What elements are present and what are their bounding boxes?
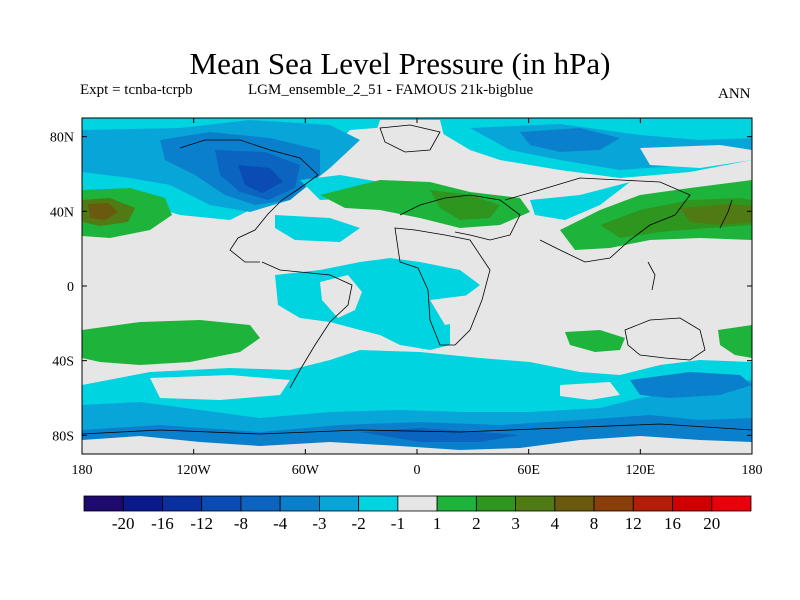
colorbar-label: 4 — [551, 514, 560, 533]
colorbar-label: 3 — [511, 514, 520, 533]
colorbar-label: -3 — [312, 514, 326, 533]
tasman-green — [718, 325, 752, 358]
colorbar-label: -12 — [190, 514, 213, 533]
africa-neutral-gap — [430, 295, 490, 325]
lat-label: 40N — [50, 205, 74, 220]
lon-label: 120E — [626, 463, 656, 478]
lat-label: 80N — [50, 131, 74, 146]
colorbar-swatch — [711, 495, 752, 512]
southern-ocean-neutral-mid — [560, 382, 620, 400]
colorbar-label: -4 — [273, 514, 288, 533]
map-title: Mean Sea Level Pressure (in hPa) — [189, 46, 611, 81]
lon-label: 0 — [414, 463, 421, 478]
japan-olive — [680, 204, 752, 225]
lat-label: 0 — [67, 280, 74, 295]
colorbar-swatch — [397, 495, 438, 512]
pacific-brown-west — [88, 203, 118, 220]
colorbar — [83, 495, 752, 512]
colorbar-swatch — [279, 495, 320, 512]
colorbar-label: 8 — [590, 514, 599, 533]
antarctic-midblue — [360, 428, 520, 442]
pressure-contours — [82, 118, 752, 454]
coastlines — [82, 124, 752, 435]
asia-cyan-band — [530, 182, 630, 220]
lon-label: 60E — [517, 463, 540, 478]
colorbar-swatch — [475, 495, 516, 512]
colorbar-swatch — [593, 495, 634, 512]
colorbar-swatch — [554, 495, 595, 512]
map-area — [81, 117, 753, 455]
indian-ocean-green — [565, 330, 625, 352]
colorbar-swatch — [122, 495, 163, 512]
siberia-midblue — [520, 128, 620, 152]
colorbar-swatch — [201, 495, 242, 512]
colorbar-swatch — [672, 495, 713, 512]
colorbar-label: 20 — [703, 514, 720, 533]
colorbar-swatch — [632, 495, 673, 512]
lon-label: 180 — [72, 463, 93, 478]
colorbar-swatch — [515, 495, 556, 512]
colorbar-swatch — [83, 495, 124, 512]
colorbar-label: 2 — [472, 514, 481, 533]
colorbar-label: -20 — [112, 514, 135, 533]
colorbar-labels: -20 -16 -12 -8 -4 -3 -2 -1 1 2 3 4 8 12 16 20 — [112, 514, 720, 533]
colorbar-label: -16 — [151, 514, 174, 533]
colorbar-label: 1 — [433, 514, 442, 533]
lat-label: 80S — [52, 429, 74, 444]
central-atlantic-cyan — [275, 215, 360, 242]
colorbar-label: -2 — [352, 514, 366, 533]
colorbar-label: 16 — [664, 514, 681, 533]
south-pacific-green-west — [82, 320, 260, 365]
colorbar-swatch — [240, 495, 281, 512]
lon-label: 180 — [742, 463, 763, 478]
run-label: LGM_ensemble_2_51 - FAMOUS 21k-bigblue — [248, 82, 534, 98]
season-label: ANN — [718, 86, 751, 102]
colorbar-swatch — [162, 495, 203, 512]
greenland-neutral — [375, 120, 445, 152]
south-indian-blue — [630, 372, 752, 398]
colorbar-label: -8 — [234, 514, 248, 533]
antarctic-neutral-coast — [82, 436, 752, 454]
latitude-axis: 80N 40N 0 40S 80S — [50, 131, 752, 444]
lon-label: 120W — [177, 463, 212, 478]
colorbar-label: 12 — [625, 514, 642, 533]
lon-label: 60W — [292, 463, 320, 478]
colorbar-swatch — [436, 495, 477, 512]
north-america-deepblue — [238, 165, 283, 193]
experiment-label: Expt = tcnba-tcrpb — [80, 82, 193, 98]
arctic-neutral-east — [640, 145, 752, 168]
southern-ocean-neutral-patch — [150, 375, 290, 400]
colorbar-swatch — [358, 495, 399, 512]
lat-label: 40S — [52, 355, 74, 370]
colorbar-label: -1 — [391, 514, 405, 533]
colorbar-swatch — [319, 495, 360, 512]
longitude-axis: 180 120W 60W 0 60E 120E 180 — [72, 118, 763, 478]
